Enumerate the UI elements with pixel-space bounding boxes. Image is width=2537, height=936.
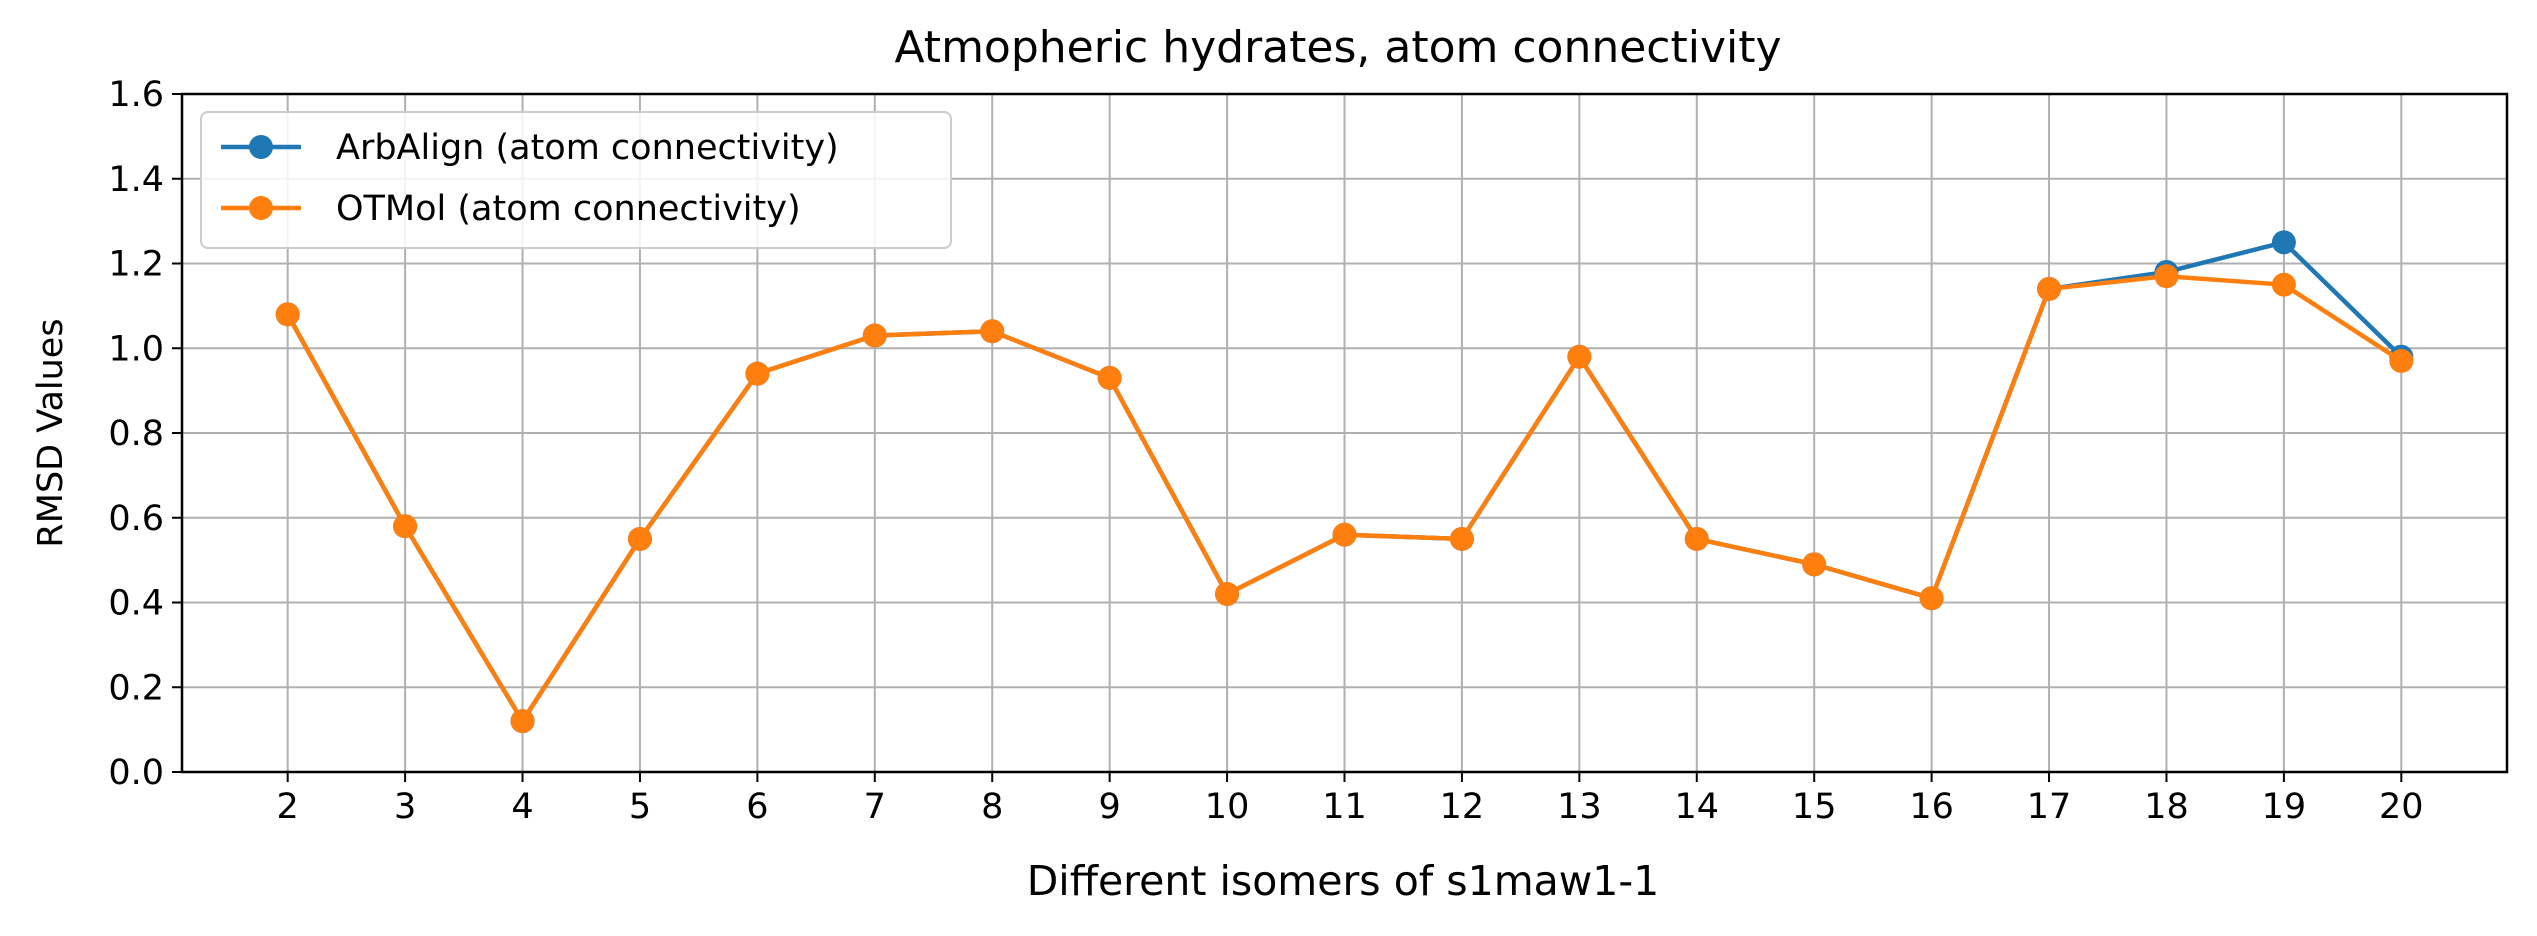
data-point: [510, 709, 535, 734]
x-tick-label: 7: [864, 787, 886, 827]
data-point: [2271, 272, 2296, 297]
x-tick-label: 12: [1440, 787, 1485, 827]
y-axis-label: RMSD Values: [31, 318, 71, 547]
data-point: [1802, 552, 1827, 577]
x-tick-label: 9: [1099, 787, 1121, 827]
x-tick-label: 15: [1792, 787, 1837, 827]
legend-marker: [249, 196, 273, 220]
x-tick-label: 6: [746, 787, 768, 827]
legend-marker: [249, 135, 273, 159]
y-tick-label: 0.0: [108, 753, 164, 793]
x-tick-label: 19: [2262, 787, 2307, 827]
data-point: [1919, 586, 1944, 611]
data-point: [1567, 344, 1592, 369]
x-tick-label: 3: [394, 787, 416, 827]
legend-box: [200, 111, 952, 249]
y-tick-label: 0.2: [108, 668, 164, 708]
series-group: [275, 230, 2414, 734]
data-point: [1097, 365, 1122, 390]
x-axis: 2 3 4 5 6 7 8 9 10 11 12 13 14 15 16 17 18 19 20: [277, 772, 2424, 827]
x-tick-label: 13: [1557, 787, 1602, 827]
x-tick-label: 20: [2379, 787, 2424, 827]
data-point: [1684, 526, 1709, 551]
y-tick-label: 1.2: [108, 245, 164, 285]
x-tick-label: 11: [1322, 787, 1367, 827]
x-tick-label: 18: [2144, 787, 2189, 827]
y-tick-label: 1.6: [108, 75, 164, 115]
legend-label: ArbAlign (atom connectivity): [336, 128, 839, 168]
legend-label: OTMol (atom connectivity): [336, 189, 801, 229]
data-point: [2037, 276, 2062, 301]
data-point: [2271, 230, 2296, 255]
data-point: [275, 302, 300, 327]
x-tick-label: 8: [981, 787, 1003, 827]
x-tick-label: 2: [277, 787, 299, 827]
y-tick-label: 1.4: [108, 160, 164, 200]
data-point: [2389, 348, 2414, 373]
x-axis-label: Different isomers of s1maw1-1: [1027, 857, 1660, 905]
data-point: [393, 514, 418, 539]
y-tick-label: 0.8: [108, 414, 164, 454]
x-tick-label: 4: [511, 787, 533, 827]
data-point: [1215, 582, 1240, 607]
y-tick-label: 0.6: [108, 499, 164, 539]
data-point: [2154, 264, 2179, 289]
x-tick-label: 5: [629, 787, 651, 827]
chart-title: Atmopheric hydrates, atom connectivity: [894, 22, 1781, 73]
x-tick-label: 17: [2027, 787, 2072, 827]
data-point: [862, 323, 887, 348]
data-point: [1332, 522, 1357, 547]
data-point: [627, 526, 652, 551]
legend: ArbAlign (atom connectivity) OTMol (atom …: [200, 111, 952, 249]
x-tick-label: 16: [1909, 787, 1954, 827]
y-tick-label: 0.4: [108, 584, 164, 624]
x-tick-label: 10: [1205, 787, 1250, 827]
y-tick-label: 1.0: [108, 329, 164, 369]
y-axis: 0.0 0.2 0.4 0.6 0.8 1.0 1.2 1.4 1.6: [108, 75, 182, 793]
data-point: [745, 361, 770, 386]
data-point: [1449, 526, 1474, 551]
series-2: [275, 264, 2414, 734]
data-point: [980, 319, 1005, 344]
x-tick-label: 14: [1674, 787, 1719, 827]
